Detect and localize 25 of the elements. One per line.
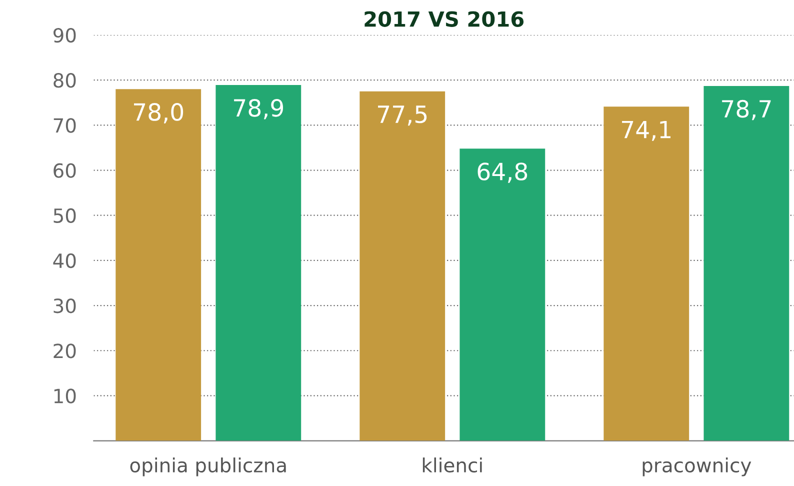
data-label: 64,8 <box>478 162 528 183</box>
bar <box>216 85 302 441</box>
x-tick-label: pracownicy <box>642 457 752 476</box>
data-label: 77,5 <box>378 106 427 126</box>
y-tick-label: 50 <box>54 208 76 224</box>
data-label: 78,7 <box>722 100 771 120</box>
bar <box>704 86 790 441</box>
y-tick-label: 40 <box>53 253 76 268</box>
y-tick-label: 80 <box>54 73 76 88</box>
data-label: 78,9 <box>234 98 284 120</box>
x-tick-label: opinia publiczna <box>130 457 286 476</box>
bar <box>604 106 690 441</box>
data-label: 78,0 <box>134 103 184 124</box>
bar <box>360 91 446 441</box>
y-tick-label: 60 <box>54 163 76 178</box>
y-tick-label: 20 <box>54 344 76 358</box>
bar <box>116 89 202 441</box>
data-label: 74,1 <box>622 120 670 141</box>
x-tick-label: klienci <box>422 457 482 473</box>
chart-title: 2017 VS 2016 <box>364 11 524 27</box>
y-tick-label: 10 <box>54 388 76 404</box>
bar <box>460 148 546 441</box>
y-tick-label: 90 <box>54 28 76 43</box>
y-tick-label: 70 <box>54 118 76 133</box>
y-tick-label: 30 <box>54 298 76 314</box>
